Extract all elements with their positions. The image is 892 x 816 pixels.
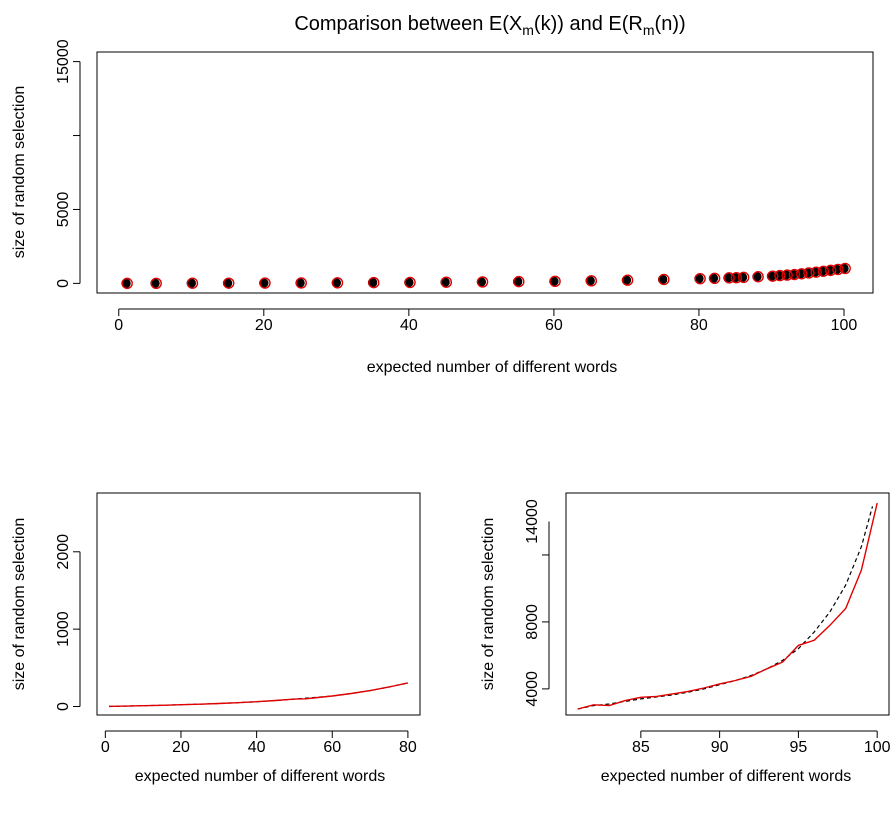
data-point-open — [694, 272, 706, 285]
y-axis-label: size of random selection — [11, 518, 28, 691]
data-point-open — [331, 277, 344, 289]
x-tick-label: 20 — [172, 739, 190, 756]
data-point-open — [817, 265, 830, 277]
data-point-open — [658, 273, 670, 286]
x-tick-label: 0 — [114, 317, 123, 334]
data-point-open — [737, 271, 750, 284]
y-tick-label: 8000 — [524, 604, 541, 640]
x-tick-label: 40 — [400, 317, 418, 334]
data-point-open — [476, 276, 489, 288]
data-point-open — [585, 275, 598, 287]
data-point-open — [513, 275, 525, 288]
data-point-open — [368, 276, 380, 289]
line-panel-left: 0 20 40 60 80 0 1000 2000 expected number of d… — [11, 492, 421, 785]
data-point-open — [774, 269, 786, 282]
series-line-dashed — [577, 506, 874, 710]
data-point-open — [832, 263, 844, 276]
series-line-dashed — [109, 682, 409, 707]
y-tick-label: 0 — [55, 702, 72, 711]
plot-frame — [96, 492, 421, 716]
data-series — [577, 502, 878, 710]
y-axis: 0 5000 15000 — [55, 39, 81, 288]
y-axis: 0 1000 2000 — [55, 534, 81, 711]
y-tick-label: 2000 — [55, 534, 72, 570]
figure-title: Comparison between E(Xm(k)) and E(Rm(n)) — [294, 13, 685, 38]
y-tick-label: 4000 — [524, 671, 541, 707]
y-axis: 4000 8000 14000 — [524, 499, 550, 707]
data-point-open — [121, 277, 133, 290]
data-point-open — [723, 272, 735, 284]
data-point-open — [223, 277, 235, 289]
line-panel-right: 85 90 95 100 4000 8000 14000 expected number … — [480, 492, 891, 785]
x-tick-label: 20 — [255, 317, 273, 334]
data-point-open — [839, 262, 851, 275]
data-point-open — [549, 275, 561, 288]
data-point-open — [259, 277, 271, 289]
x-axis-label: expected number of different words — [601, 768, 852, 785]
data-point-open — [295, 277, 307, 289]
data-point-open — [186, 277, 199, 289]
data-points — [121, 262, 851, 290]
x-tick-label: 90 — [711, 739, 729, 756]
x-axis: 0 20 40 60 80 — [101, 730, 417, 756]
y-tick-label: 15000 — [55, 39, 72, 84]
y-axis-label: size of random selection — [480, 518, 497, 691]
data-point-open — [730, 271, 743, 284]
y-tick-label: 14000 — [524, 499, 541, 544]
x-tick-label: 80 — [690, 317, 708, 334]
data-point-open — [795, 268, 808, 280]
series-line-solid — [109, 682, 409, 708]
x-tick-label: 100 — [864, 739, 891, 756]
series-line-solid — [577, 502, 878, 710]
x-tick-label: 80 — [399, 739, 417, 756]
data-point-open — [150, 277, 162, 290]
x-tick-label: 95 — [790, 739, 808, 756]
data-point-open — [803, 267, 815, 279]
x-tick-label: 60 — [323, 739, 341, 756]
data-point-open — [788, 268, 801, 281]
x-axis-label: expected number of different words — [135, 768, 386, 785]
plot-frame — [565, 492, 890, 716]
x-tick-label: 40 — [248, 739, 266, 756]
data-point-open — [824, 264, 837, 277]
y-axis-label: size of random selection — [11, 86, 28, 259]
x-tick-label: 85 — [632, 739, 650, 756]
x-tick-label: 0 — [101, 739, 110, 756]
y-tick-label: 1000 — [55, 611, 72, 647]
data-point-open — [810, 266, 822, 278]
x-axis-label: expected number of different words — [367, 359, 618, 376]
plot-frame — [96, 51, 874, 294]
x-tick-label: 100 — [831, 317, 858, 334]
scatter-panel: 0 20 40 60 80 100 0 5000 15000 expected number … — [11, 39, 874, 376]
x-tick-label: 60 — [545, 317, 563, 334]
data-point-open — [781, 269, 793, 281]
data-point-open — [440, 276, 453, 288]
data-point-open — [404, 276, 416, 289]
data-point-open — [621, 274, 634, 286]
data-point-open — [752, 271, 764, 283]
x-axis: 85 90 95 100 — [632, 730, 891, 756]
data-point-open — [708, 272, 721, 284]
data-point-open — [766, 270, 779, 282]
data-series — [109, 682, 409, 708]
y-tick-label: 5000 — [55, 192, 72, 228]
x-axis: 0 20 40 60 80 100 — [114, 308, 858, 334]
y-tick-label: 0 — [55, 279, 72, 288]
